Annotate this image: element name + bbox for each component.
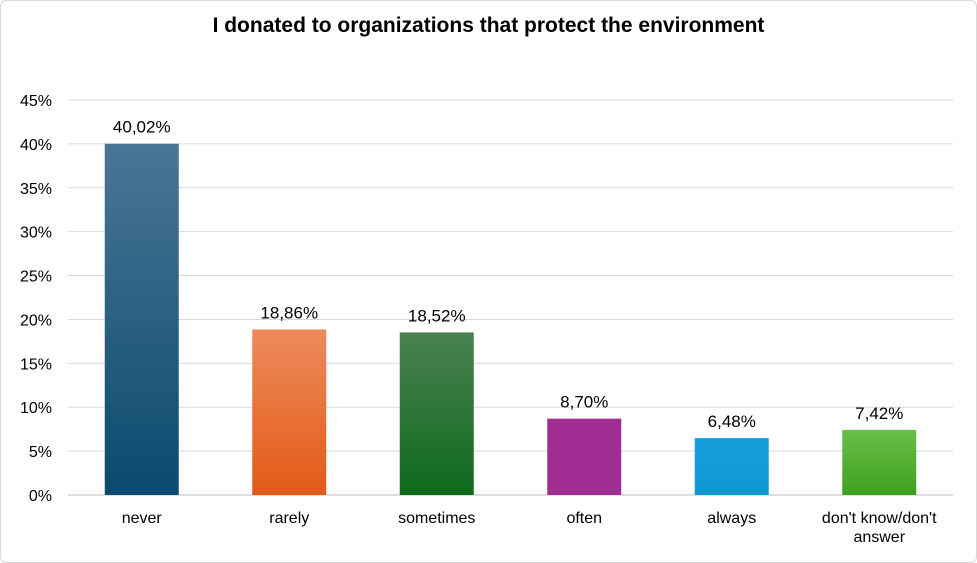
y-tick-label: 20% [20,312,52,329]
x-tick-label: don't know/don't answer [822,510,937,546]
data-labels: 40,02% 18,86% 18,52% 8,70% 6,48% 7,42% [113,118,903,431]
y-axis-tick-labels: 0% 5% 10% 15% 20% 25% 30% 35% 40% 45% [20,93,52,505]
bar-never [104,143,179,496]
grid-lines [68,99,953,496]
y-tick-label: 30% [20,225,52,242]
bar-often [547,418,622,495]
bar-rarely [252,329,327,495]
bar-always [694,438,769,495]
bar-sometimes [399,332,474,495]
y-tick-label: 5% [29,444,52,461]
y-tick-label: 15% [20,356,52,373]
bar-don-t-know-don-t-answer [842,429,917,495]
data-label: 6,48% [708,412,756,431]
x-tick-label: never [122,510,163,527]
y-tick-label: 25% [20,269,52,286]
data-label: 18,52% [408,306,466,325]
data-label: 7,42% [855,404,903,423]
x-tick-label: sometimes [398,510,475,527]
x-tick-label: always [707,510,756,527]
chart-title: I donated to organizations that protect … [212,14,765,37]
y-tick-label: 45% [20,93,52,110]
x-tick-label: often [566,510,602,527]
y-tick-label: 40% [20,137,52,154]
x-axis-tick-labels: never rarely sometimes often always don't kno… [122,510,937,546]
y-tick-label: 10% [20,400,52,417]
data-label: 8,70% [560,393,608,412]
data-label: 18,86% [260,303,318,322]
y-tick-label: 35% [20,181,52,198]
data-label: 40,02% [113,118,171,137]
y-tick-label: 0% [29,488,52,505]
x-tick-label: rarely [269,510,309,527]
bars [104,143,917,496]
